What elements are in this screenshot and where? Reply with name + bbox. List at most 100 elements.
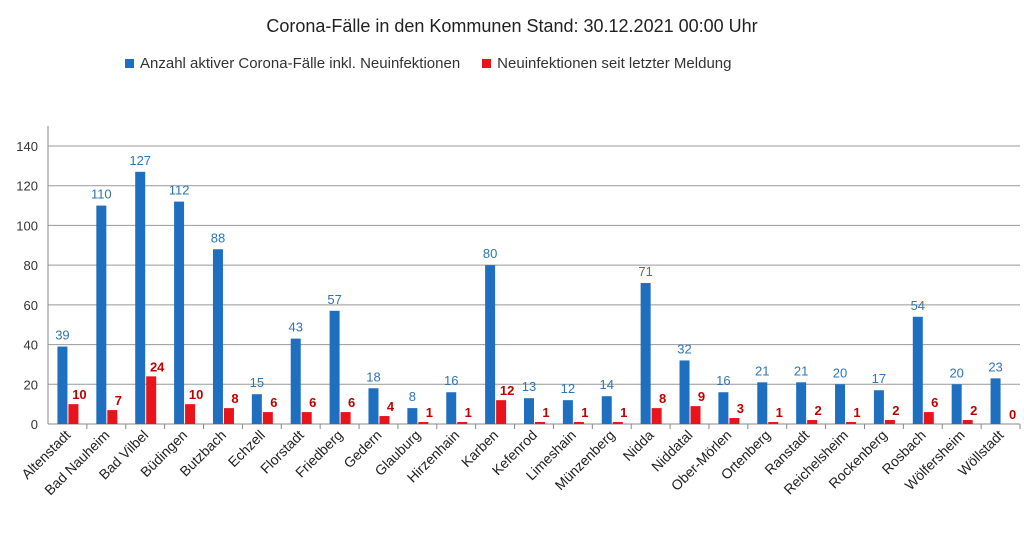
data-label-active: 16 <box>444 373 458 388</box>
data-label-active: 18 <box>366 369 380 384</box>
data-label-active: 127 <box>129 153 151 168</box>
y-tick-label: 120 <box>16 179 38 194</box>
bar-new <box>573 422 584 424</box>
bar-new <box>379 416 390 424</box>
data-label-active: 112 <box>169 183 190 198</box>
data-label-active: 39 <box>55 328 69 343</box>
bar-new <box>651 408 662 424</box>
data-label-new: 10 <box>189 387 203 402</box>
bar-active <box>835 384 846 424</box>
bar-new <box>612 422 623 424</box>
data-label-new: 8 <box>231 391 238 406</box>
bar-active <box>601 396 612 424</box>
bar-new <box>146 376 157 424</box>
data-label-new: 6 <box>348 395 355 410</box>
legend-label-new: Neuinfektionen seit letzter Meldung <box>497 55 732 72</box>
data-label-active: 54 <box>911 298 925 313</box>
bar-active <box>96 205 107 424</box>
bar-active <box>135 171 146 424</box>
bar-active <box>951 384 962 424</box>
bar-new <box>535 422 545 424</box>
bar-active <box>407 408 418 424</box>
bar-active <box>718 392 729 424</box>
y-tick-label: 60 <box>24 298 38 313</box>
bar-active <box>485 265 496 424</box>
data-label-new: 1 <box>581 405 588 420</box>
data-label-active: 23 <box>988 359 1002 374</box>
x-tick-label: Nidda <box>620 427 657 464</box>
data-label-new: 1 <box>853 405 860 420</box>
data-label-new: 3 <box>737 401 744 416</box>
data-label-new: 1 <box>542 405 549 420</box>
bar-new <box>68 404 79 424</box>
data-label-active: 43 <box>288 320 302 335</box>
data-label-new: 6 <box>931 395 938 410</box>
bar-new <box>768 422 779 424</box>
data-label-active: 32 <box>677 341 691 356</box>
data-label-active: 20 <box>833 365 847 380</box>
bar-active <box>757 382 768 424</box>
legend-item-active: Anzahl aktiver Corona-Fälle inkl. Neuinf… <box>125 55 460 72</box>
data-label-new: 2 <box>815 403 822 418</box>
data-label-active: 8 <box>409 389 416 404</box>
bar-active <box>329 310 340 424</box>
y-tick-label: 80 <box>24 258 38 273</box>
data-label-new: 8 <box>659 391 666 406</box>
bar-new <box>301 412 312 424</box>
data-label-new: 1 <box>465 405 472 420</box>
data-label-new: 24 <box>150 359 165 374</box>
bar-active <box>251 394 262 424</box>
data-label-new: 4 <box>387 399 395 414</box>
bar-new <box>729 418 740 424</box>
data-label-active: 20 <box>949 365 963 380</box>
data-label-active: 21 <box>755 363 769 378</box>
bar-active <box>679 360 690 424</box>
data-label-new: 1 <box>776 405 783 420</box>
y-tick-label: 140 <box>16 139 38 154</box>
legend-swatch-new <box>482 59 492 68</box>
legend-swatch-active <box>125 59 134 68</box>
bar-new <box>962 420 973 424</box>
bar-active <box>912 316 923 424</box>
bar-active <box>640 283 651 424</box>
bar-active <box>524 398 534 424</box>
data-label-active: 12 <box>561 381 575 396</box>
bar-new <box>107 410 118 424</box>
bar-new <box>690 406 701 424</box>
legend-label-active: Anzahl aktiver Corona-Fälle inkl. Neuinf… <box>140 55 461 72</box>
data-label-new: 1 <box>620 405 627 420</box>
chart-title: Corona-Fälle in den Kommunen Stand: 30.1… <box>266 16 758 36</box>
bar-active <box>212 249 223 424</box>
data-label-new: 2 <box>970 403 977 418</box>
bar-active <box>562 400 573 424</box>
data-label-new: 2 <box>892 403 899 418</box>
bar-new <box>262 412 273 424</box>
bar-active <box>57 346 68 424</box>
data-label-active: 14 <box>600 377 614 392</box>
bar-active <box>446 392 457 424</box>
bar-new <box>884 420 895 424</box>
bar-active <box>174 201 185 424</box>
legend: Anzahl aktiver Corona-Fälle inkl. Neuinf… <box>125 55 731 72</box>
y-tick-label: 40 <box>24 338 38 353</box>
bar-active <box>290 338 301 424</box>
bar-new <box>457 422 468 424</box>
data-label-active: 21 <box>794 363 808 378</box>
data-label-new: 7 <box>115 393 122 408</box>
data-label-new: 6 <box>270 395 277 410</box>
bar-new <box>185 404 196 424</box>
legend-item-new: Neuinfektionen seit letzter Meldung <box>482 55 731 72</box>
bar-new <box>418 422 429 424</box>
data-label-new: 1 <box>426 405 433 420</box>
data-label-active: 16 <box>716 373 730 388</box>
y-tick-label: 20 <box>24 377 38 392</box>
data-label-active: 17 <box>872 371 886 386</box>
bar-active <box>796 382 807 424</box>
bar-active <box>873 390 884 424</box>
bar-new <box>223 408 234 424</box>
data-label-new: 0 <box>1009 407 1016 422</box>
bar-new <box>846 422 857 424</box>
data-label-active: 80 <box>483 246 497 261</box>
data-label-active: 110 <box>91 187 112 202</box>
data-label-new: 10 <box>72 387 86 402</box>
